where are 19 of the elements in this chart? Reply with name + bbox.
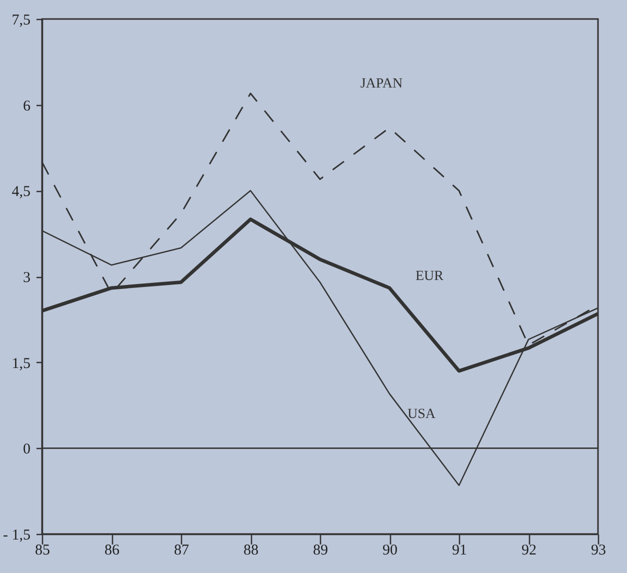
series-label: USA — [407, 406, 436, 422]
y-tick-label: - 1,5 — [3, 528, 30, 544]
y-tick-label: 4,5 — [12, 184, 30, 200]
x-tick-label: 85 — [35, 542, 50, 558]
x-tick-label: 90 — [382, 542, 398, 558]
x-tick-label: 91 — [452, 542, 467, 558]
text: JAPAN — [360, 76, 403, 92]
x-tick-label: 87 — [174, 542, 190, 558]
y-tick-label: 0 — [23, 442, 30, 458]
x-tick-label: 92 — [522, 542, 536, 558]
series-label: EUR — [416, 268, 444, 284]
x-tick-label: 86 — [104, 542, 120, 558]
y-tick-label: 6 — [23, 98, 31, 114]
x-tick-label: 89 — [313, 542, 328, 558]
y-tick-label: 3 — [23, 270, 30, 286]
x-tick-label: 88 — [244, 542, 258, 558]
y-tick-label: 7,5 — [12, 12, 30, 28]
x-tick-label: 93 — [591, 542, 606, 558]
y-tick-label: 1,5 — [12, 356, 30, 372]
